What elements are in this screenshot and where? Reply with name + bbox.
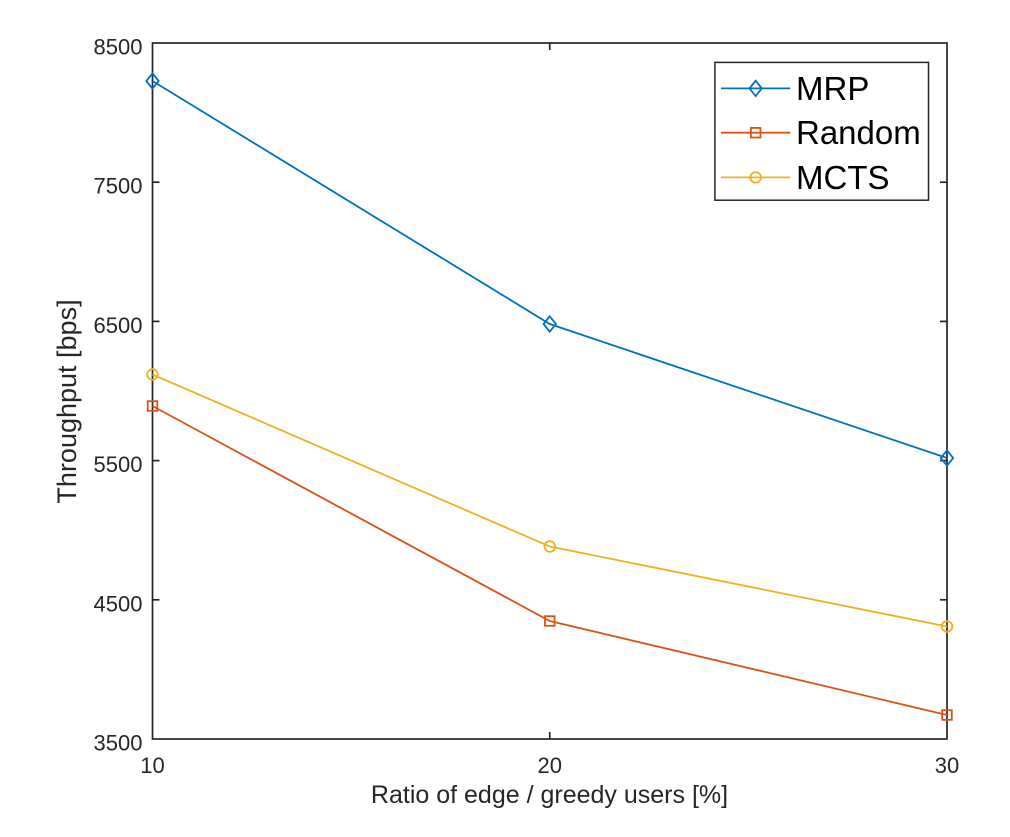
svg-text:5500: 5500 [94,452,143,477]
svg-text:6500: 6500 [94,313,143,338]
svg-text:8500: 8500 [94,35,143,60]
svg-text:4500: 4500 [94,591,143,616]
svg-text:MCTS: MCTS [796,159,890,196]
svg-text:MRP: MRP [796,70,869,107]
svg-text:Ratio of edge / greedy users [: Ratio of edge / greedy users [%] [371,781,728,809]
svg-text:Random: Random [796,114,921,151]
svg-text:30: 30 [935,753,959,778]
svg-text:20: 20 [538,753,562,778]
svg-text:10: 10 [140,753,164,778]
svg-text:3500: 3500 [94,731,143,756]
svg-text:Throughput [bps]: Throughput [bps] [52,299,82,503]
svg-text:7500: 7500 [94,174,143,199]
